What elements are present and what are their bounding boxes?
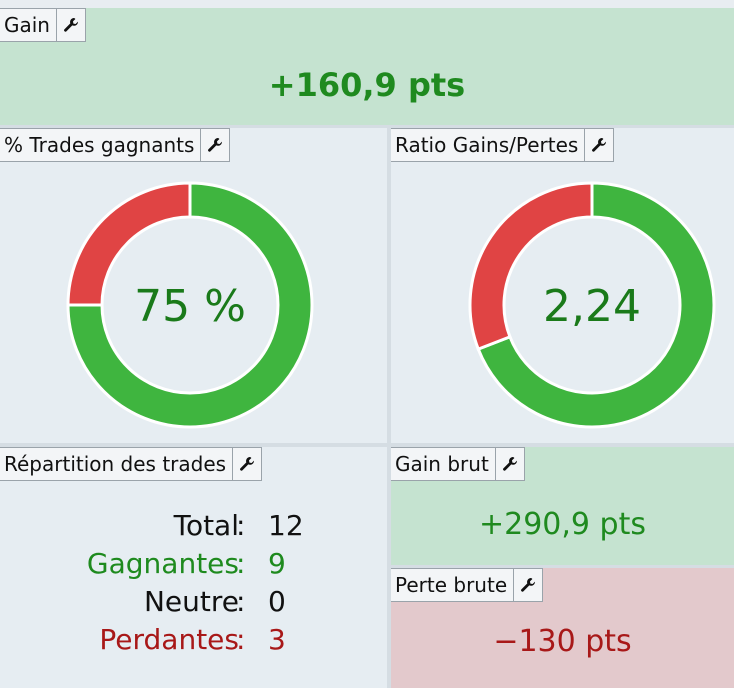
panel-title: Gain brut bbox=[395, 452, 489, 476]
gain-brut-panel: Gain brut +290,9 pts bbox=[391, 447, 734, 565]
settings-button[interactable] bbox=[232, 448, 261, 480]
center-label: 75 % bbox=[134, 281, 246, 332]
stat-value: 3 bbox=[268, 623, 286, 656]
stat-separator: : bbox=[236, 623, 246, 656]
stat-value: 0 bbox=[268, 585, 286, 618]
stat-row: Neutre:0 bbox=[0, 585, 387, 623]
stat-row: Gagnantes:9 bbox=[0, 547, 387, 585]
donut-segment bbox=[476, 181, 716, 429]
panel-tab: Gain brut bbox=[391, 447, 525, 481]
settings-button[interactable] bbox=[200, 129, 229, 161]
stat-separator: : bbox=[236, 585, 246, 618]
win-rate-panel: 75 % % Trades gagnants bbox=[0, 128, 387, 443]
perte-brute-panel: Perte brute −130 pts bbox=[391, 568, 734, 688]
panel-tab: Perte brute bbox=[391, 568, 544, 602]
panel-title: % Trades gagnants bbox=[4, 133, 195, 157]
donut: 2,24 bbox=[468, 181, 716, 429]
gain-panel: Gain +160,9 pts bbox=[0, 8, 734, 125]
gain-brut-value: +290,9 pts bbox=[479, 507, 646, 542]
gain-value: +160,9 pts bbox=[268, 66, 466, 104]
stat-row: Total:12 bbox=[0, 509, 387, 547]
panel-tab: Gain bbox=[0, 8, 86, 42]
stat-label: Perdantes bbox=[99, 623, 239, 656]
center-label: 2,24 bbox=[543, 281, 641, 332]
panel-title: Gain bbox=[4, 13, 50, 37]
top-strip bbox=[0, 0, 734, 8]
stat-value: 9 bbox=[268, 547, 286, 580]
settings-button[interactable] bbox=[494, 448, 524, 480]
donut-segment bbox=[468, 181, 594, 352]
stat-label: Gagnantes bbox=[86, 547, 239, 580]
panel-tab: Répartition des trades bbox=[0, 447, 263, 481]
donut: 75 % bbox=[66, 181, 314, 429]
stat-separator: : bbox=[236, 509, 246, 542]
panel-title: Répartition des trades bbox=[4, 452, 227, 476]
perte-brute-value: −130 pts bbox=[493, 624, 632, 659]
panel-title: Ratio Gains/Pertes bbox=[395, 133, 579, 157]
panel-tab: Ratio Gains/Pertes bbox=[391, 128, 615, 162]
panel-title: Perte brute bbox=[395, 573, 508, 597]
stat-value: 12 bbox=[268, 509, 304, 542]
settings-button[interactable] bbox=[584, 129, 613, 161]
settings-button[interactable] bbox=[513, 569, 542, 601]
settings-button[interactable] bbox=[56, 9, 85, 41]
stat-row: Perdantes:3 bbox=[0, 623, 387, 661]
stat-separator: : bbox=[236, 547, 246, 580]
ratio-panel: 2,24 Ratio Gains/Pertes bbox=[391, 128, 734, 443]
donut-segment bbox=[66, 181, 192, 307]
donut-segment bbox=[66, 181, 314, 429]
panel-tab: % Trades gagnants bbox=[0, 128, 231, 162]
stat-label: Total bbox=[173, 509, 239, 542]
repartition-panel: Répartition des trades Total:12 Gagnantes… bbox=[0, 447, 387, 688]
stat-label: Neutre bbox=[143, 585, 239, 618]
